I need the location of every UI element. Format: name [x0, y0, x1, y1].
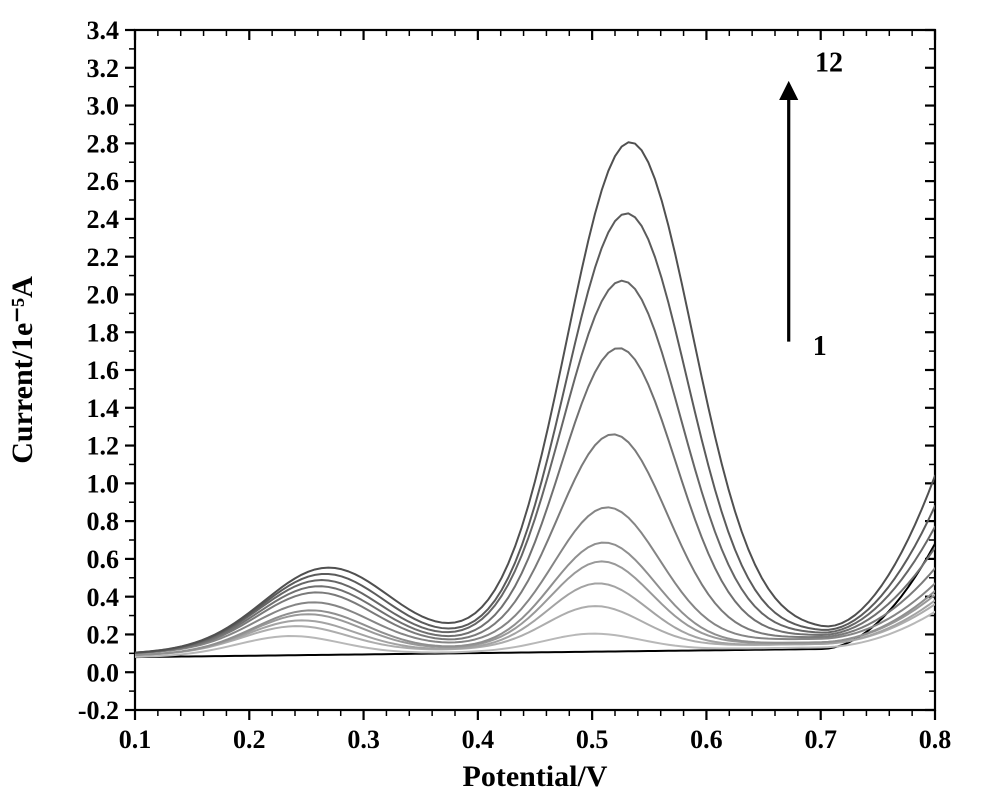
x-axis: 0.1 0.2 0.3 0.4 0.5 0.6 0.7 0.8 Potential/V: [119, 30, 952, 793]
x-tick-label: 0.8: [919, 725, 952, 754]
y-tick-label: 2.2: [87, 243, 120, 272]
y-tick-label: 2.0: [87, 281, 120, 310]
series-line-11: [135, 213, 935, 652]
y-tick-label: 1.0: [87, 469, 120, 498]
y-tick-label: 0.0: [87, 658, 120, 687]
x-tick-label: 0.2: [233, 725, 266, 754]
annotation-label-bottom: 1: [813, 331, 827, 362]
x-axis-title: Potential/V: [463, 760, 608, 793]
y-tick-label: 2.8: [87, 129, 120, 158]
line-chart: 0.10.20.30.40.50.60.70.8Potential/V-0.20…: [0, 0, 1000, 807]
y-axis: -0.2 0.0 0.2 0.4 0.6 0.8 1.0 1.2 1.4 1.6 1.8 2.0 2.2…: [6, 16, 935, 725]
y-tick-label: 1.8: [87, 318, 120, 347]
y-tick-label: 1.6: [87, 356, 120, 385]
series-line-4: [135, 583, 935, 654]
y-tick-label: 3.2: [87, 54, 120, 83]
y-tick-label: 3.4: [87, 16, 120, 45]
y-tick-label: 2.4: [87, 205, 120, 234]
y-tick-label: 2.6: [87, 167, 120, 196]
y-tick-label: 0.6: [87, 545, 120, 574]
annotation-label-top: 12: [815, 48, 843, 79]
series-group: [135, 142, 935, 657]
y-tick-label: 3.0: [87, 92, 120, 121]
x-tick-label: 0.3: [347, 725, 380, 754]
y-tick-label: -0.2: [78, 696, 119, 725]
y-tick-label: 0.2: [87, 621, 120, 650]
x-tick-label: 0.1: [119, 725, 152, 754]
y-axis-title: Current/1e⁻⁵A: [6, 276, 39, 464]
x-tick-label: 0.7: [804, 725, 837, 754]
series-line-12: [135, 142, 935, 652]
y-tick-label: 1.4: [87, 394, 120, 423]
y-tick-label: 0.8: [87, 507, 120, 536]
chart-container: 0.10.20.30.40.50.60.70.8Potential/V-0.20…: [0, 0, 1000, 807]
x-tick-label: 0.5: [576, 725, 609, 754]
x-tick-label: 0.6: [690, 725, 723, 754]
y-tick-label: 1.2: [87, 432, 120, 461]
x-tick-label: 0.4: [462, 725, 495, 754]
y-tick-label: 0.4: [87, 583, 120, 612]
